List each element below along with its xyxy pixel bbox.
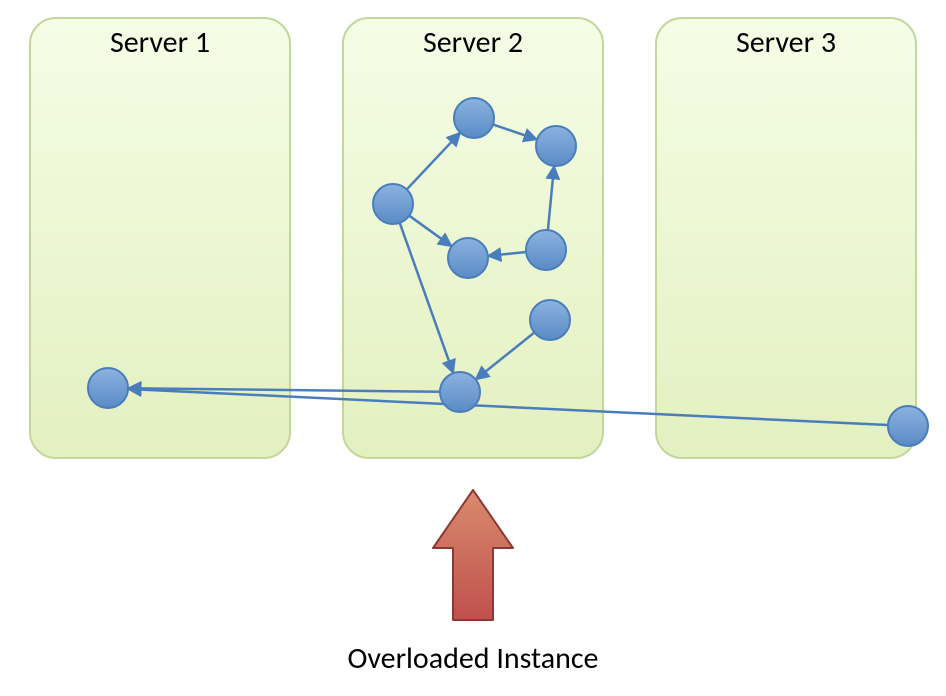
server-1	[30, 18, 290, 458]
caption-label: Overloaded Instance	[348, 640, 599, 677]
node-n-mid	[448, 238, 488, 278]
server-2-label: Server 2	[423, 24, 523, 61]
server-1-label: Server 1	[110, 24, 210, 61]
node-n-lone	[530, 300, 570, 340]
server-3	[656, 18, 916, 458]
node-n-bottom	[440, 372, 480, 412]
node-n-s3	[888, 406, 928, 446]
node-n-right-mid	[526, 230, 566, 270]
node-n-top	[454, 98, 494, 138]
node-n-s1	[88, 368, 128, 408]
node-n-left	[373, 184, 413, 224]
node-n-right-top	[536, 126, 576, 166]
overloaded-arrow-icon	[433, 490, 513, 620]
server-3-label: Server 3	[736, 24, 836, 61]
